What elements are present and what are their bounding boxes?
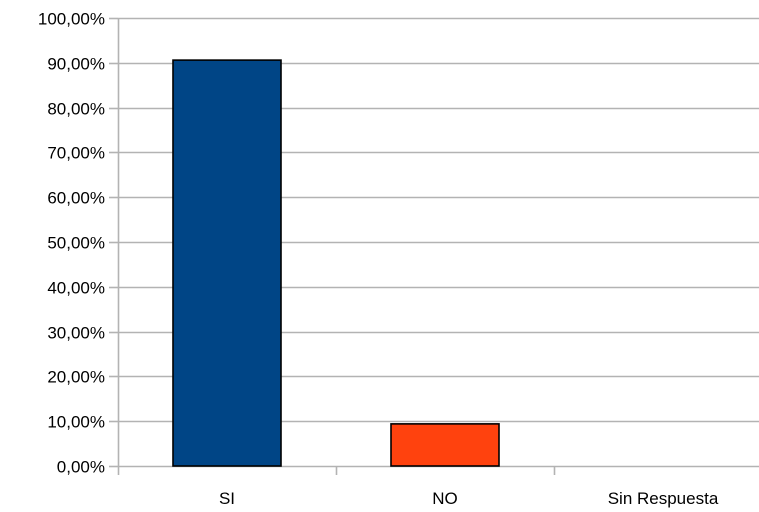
bar-si [172,59,282,467]
y-tick-label: 0,00% [57,458,105,477]
x-category-label: SI [219,489,235,508]
y-tick-label: 80,00% [47,100,105,119]
bars [172,59,500,467]
bar-no [390,423,500,467]
y-tick-label: 50,00% [47,234,105,253]
x-axis-category-labels: SI NO Sin Respuesta [219,489,719,508]
x-category-label: NO [432,489,458,508]
y-tick-label: 100,00% [38,10,105,29]
y-tick-label: 60,00% [47,189,105,208]
y-tick-label: 70,00% [47,144,105,163]
x-category-label: Sin Respuesta [608,489,719,508]
axes [109,17,556,475]
y-tick-label: 20,00% [47,368,105,387]
y-tick-label: 90,00% [47,55,105,74]
y-tick-label: 10,00% [47,413,105,432]
y-tick-label: 30,00% [47,324,105,343]
y-axis-tick-labels: 0,00% 10,00% 20,00% 30,00% 40,00% 50,00% 60,00… [38,10,105,477]
y-tick-label: 40,00% [47,279,105,298]
